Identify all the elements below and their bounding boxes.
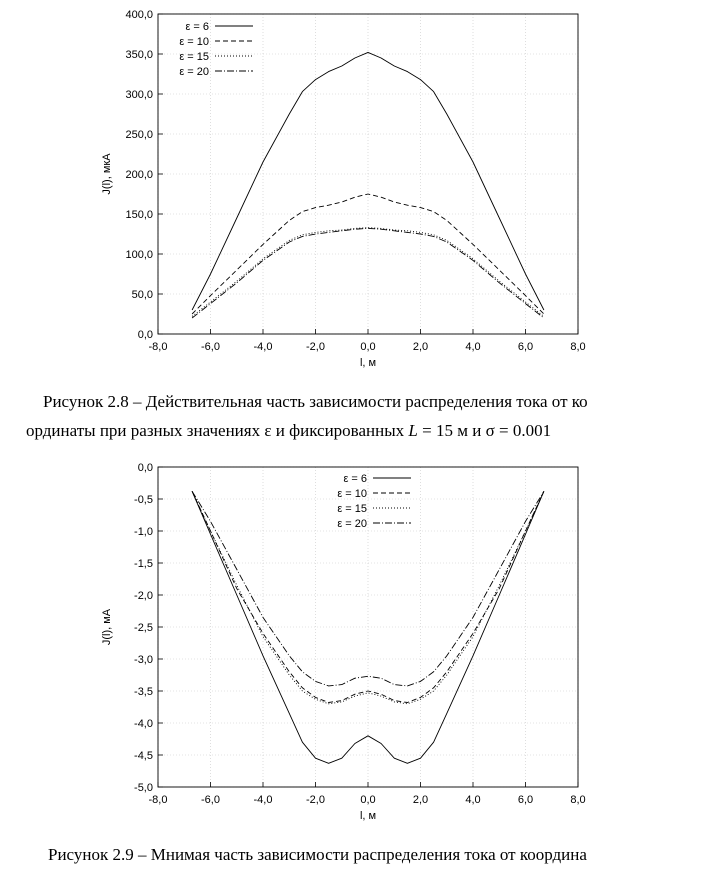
plot-frame — [157, 13, 579, 335]
series-line-eps-15 — [191, 227, 545, 317]
y-tick-label: -2,0 — [134, 590, 153, 602]
series-line-eps-15 — [191, 491, 545, 705]
y-tick-label: -1,5 — [134, 558, 153, 570]
figure-2-8-caption-line1: Рисунок 2.8 – Действительная часть завис… — [43, 392, 588, 411]
x-tick-label: 0,0 — [360, 794, 375, 806]
x-tick-label: 4,0 — [465, 341, 480, 353]
y-axis-label: J(l), мкА — [101, 153, 113, 195]
y-tick-label: -1,0 — [134, 526, 153, 538]
x-tick-label: -8,0 — [149, 341, 168, 353]
y-tick-label: -0,5 — [134, 494, 153, 506]
y-tick-label: -3,0 — [134, 654, 153, 666]
legend-label: ε = 20 — [337, 518, 367, 530]
x-tick-label: -4,0 — [254, 341, 273, 353]
y-tick-label: -5,0 — [134, 782, 153, 794]
x-tick-label: -4,0 — [254, 794, 273, 806]
series-line-eps-10 — [191, 491, 545, 703]
legend-label: ε = 6 — [343, 473, 367, 485]
series-line-eps-10 — [191, 193, 545, 315]
y-tick-label: 50,0 — [132, 289, 153, 301]
x-tick-label: -6,0 — [201, 341, 220, 353]
y-tick-label: 0,0 — [138, 329, 153, 341]
legend-label: ε = 20 — [179, 66, 209, 78]
legend-label: ε = 15 — [337, 503, 367, 515]
x-tick-label: 2,0 — [413, 794, 428, 806]
y-tick-label: 200,0 — [125, 169, 153, 181]
x-tick-label: -8,0 — [149, 794, 168, 806]
series-line-eps-20 — [191, 491, 545, 687]
y-axis-label: J(l), мА — [101, 608, 113, 645]
L-symbol: L — [408, 421, 418, 440]
figure-2-9-caption: Рисунок 2.9 – Мнимая часть зависимости р… — [48, 845, 587, 864]
sigma-symbol: σ — [485, 421, 495, 440]
figure-2-8-caption-line2: ординаты при разных значениях ε и фиксир… — [26, 421, 552, 440]
series-line-eps-20 — [191, 227, 545, 319]
epsilon-symbol: ε — [264, 421, 272, 440]
x-tick-label: 2,0 — [413, 341, 428, 353]
y-tick-label: 250,0 — [125, 129, 153, 141]
series-line-eps-6 — [191, 491, 545, 764]
x-tick-label: -2,0 — [306, 341, 325, 353]
legend-label: ε = 15 — [179, 51, 209, 63]
x-tick-label: 6,0 — [518, 794, 533, 806]
x-tick-label: 4,0 — [465, 794, 480, 806]
y-tick-label: 300,0 — [125, 89, 153, 101]
y-tick-label: 400,0 — [125, 9, 153, 21]
y-tick-label: -4,0 — [134, 718, 153, 730]
x-tick-label: 6,0 — [518, 341, 533, 353]
y-tick-label: 150,0 — [125, 209, 153, 221]
x-axis-label: l, м — [360, 810, 376, 822]
series-line-eps-6 — [191, 51, 545, 311]
legend-label: ε = 10 — [179, 36, 209, 48]
legend-label: ε = 6 — [185, 21, 209, 33]
x-tick-label: -6,0 — [201, 794, 220, 806]
y-tick-label: 0,0 — [138, 462, 153, 474]
chart-real-part: -8,0 -6,0 -4,0 -2,0 0,0 2,0 4,0 6,0 8,0 0,0 50,0 10… — [101, 9, 586, 369]
y-tick-label: -3,5 — [134, 686, 153, 698]
plot-frame — [157, 466, 579, 788]
legend-label: ε = 10 — [337, 488, 367, 500]
y-tick-label: -4,5 — [134, 750, 153, 762]
x-tick-label: 8,0 — [570, 341, 585, 353]
y-tick-label: 100,0 — [125, 249, 153, 261]
x-tick-label: 0,0 — [360, 341, 375, 353]
x-axis-label: l, м — [360, 357, 376, 369]
y-tick-label: 350,0 — [125, 49, 153, 61]
chart-imaginary-part: -8,0 -6,0 -4,0 -2,0 0,0 2,0 4,0 6,0 8,0 0,0 -0,5 -1… — [101, 462, 586, 822]
y-tick-label: -2,5 — [134, 622, 153, 634]
x-tick-label: -2,0 — [306, 794, 325, 806]
x-tick-label: 8,0 — [570, 794, 585, 806]
